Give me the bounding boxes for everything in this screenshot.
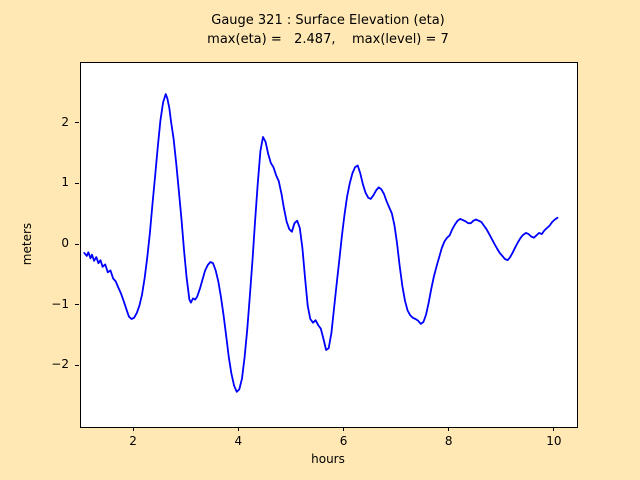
y-tick-mark xyxy=(75,182,79,184)
x-tick-mark xyxy=(132,427,134,431)
x-tick-label: 4 xyxy=(234,434,243,448)
x-tick-mark xyxy=(237,427,239,431)
x-tick-label: 6 xyxy=(339,434,348,448)
y-tick-label: 1 xyxy=(61,175,69,190)
y-tick-mark xyxy=(75,122,79,124)
y-tick-mark xyxy=(75,304,79,306)
y-tick-mark xyxy=(75,364,79,366)
x-tick-mark xyxy=(343,427,345,431)
y-tick-label: −2 xyxy=(51,357,69,372)
x-tick-label: 2 xyxy=(129,434,137,448)
x-axis-label: hours xyxy=(311,452,345,466)
x-tick-mark xyxy=(448,427,450,431)
eta-line-series xyxy=(83,93,559,393)
x-tick-label: 8 xyxy=(444,434,453,448)
x-tick-label: 10 xyxy=(546,434,562,448)
chart-subtitle: max(eta) = 2.487, max(level) = 7 xyxy=(207,32,449,47)
y-tick-label: −1 xyxy=(51,296,69,311)
x-tick-mark xyxy=(553,427,555,431)
y-tick-mark xyxy=(75,243,79,245)
y-tick-label: 2 xyxy=(61,114,69,129)
plot-area xyxy=(80,62,578,428)
chart-title: Gauge 321 : Surface Elevation (eta) xyxy=(211,13,445,28)
y-tick-label: 0 xyxy=(61,236,69,250)
